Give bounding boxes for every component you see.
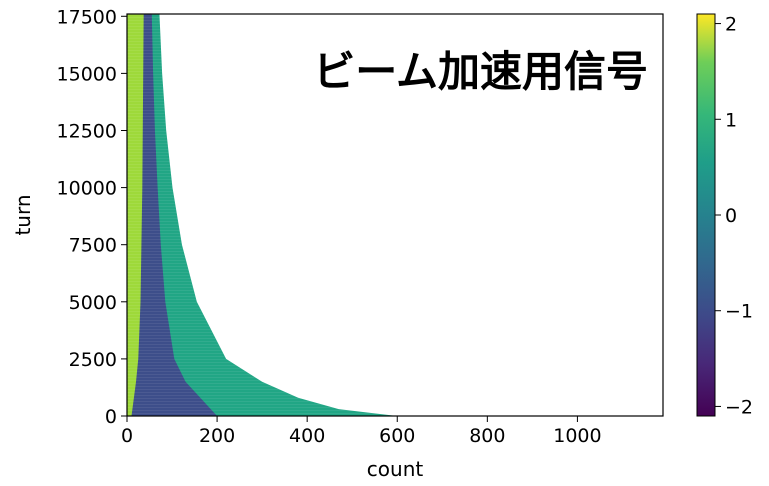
y-tick-label: 7500 [69, 235, 117, 257]
x-tick-label: 1000 [553, 425, 601, 447]
colorbar-tick-label: 0 [725, 205, 737, 227]
x-axis-label: count [367, 457, 424, 481]
plot-frame [126, 13, 664, 417]
colorbar [696, 13, 716, 417]
y-tick-label: 12500 [57, 120, 117, 142]
y-tick-label: 2500 [69, 349, 117, 371]
x-tick-label: 0 [121, 425, 133, 447]
y-tick-label: 15000 [57, 63, 117, 85]
colorbar-tick-label: 2 [725, 14, 737, 36]
heatmap-bands [127, 14, 398, 416]
y-axis-label: turn [11, 194, 35, 235]
x-tick-label: 400 [289, 425, 325, 447]
band-inner-texture [127, 14, 144, 416]
y-tick-label: 5000 [69, 292, 117, 314]
x-tick-label: 800 [469, 425, 505, 447]
band-outer-texture [127, 14, 398, 416]
y-tick-label: 10000 [57, 178, 117, 200]
colorbar-ticks: −2 −1 0 1 2 [715, 14, 753, 418]
x-axis-ticks: 0 200 400 600 800 1000 [121, 416, 602, 447]
colorbar-tick-label: −2 [725, 396, 753, 418]
x-tick-label: 200 [199, 425, 235, 447]
y-tick-label: 0 [105, 406, 117, 428]
colorbar-tick-label: −1 [725, 301, 753, 323]
colorbar-tick-label: 1 [725, 109, 737, 131]
y-tick-label: 17500 [57, 6, 117, 28]
chart-annotation: ビーム加速用信号 [313, 47, 648, 96]
band-middle-texture [127, 14, 218, 416]
y-axis-ticks: 0 2500 5000 7500 10000 12500 15000 17500 [57, 6, 127, 428]
x-tick-label: 600 [379, 425, 415, 447]
